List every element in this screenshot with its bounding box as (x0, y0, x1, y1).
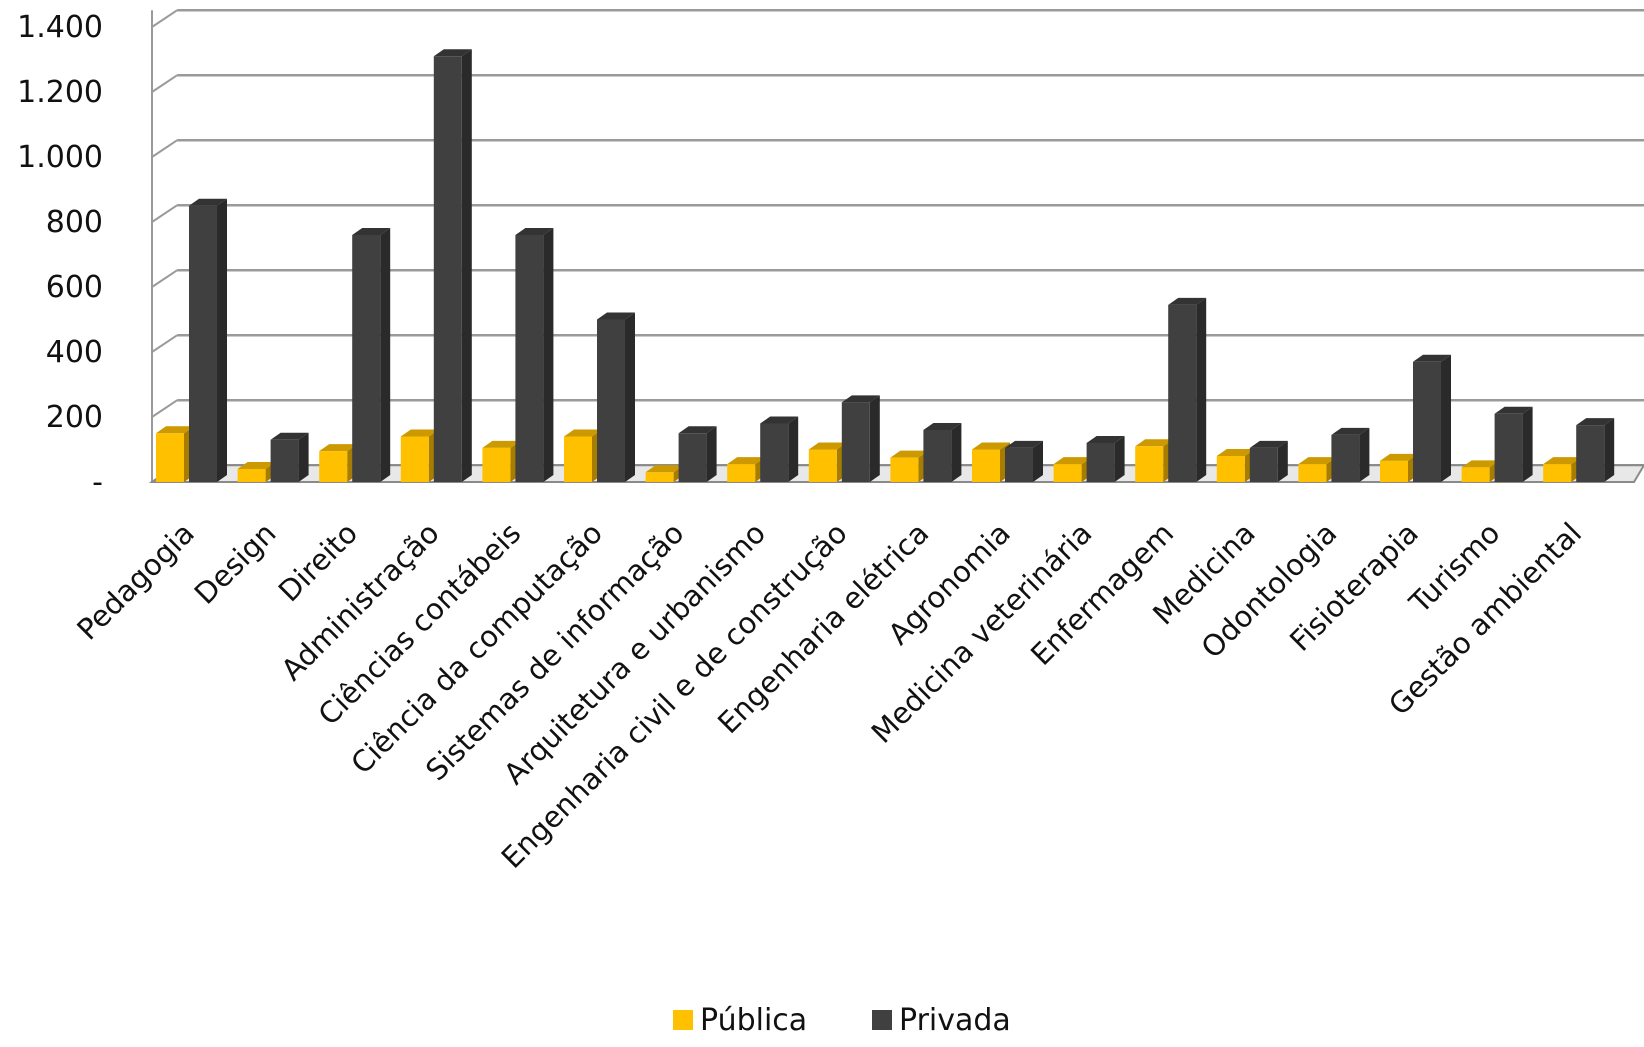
bar-publica (400, 429, 439, 482)
y-tick-label: 1.200 (17, 75, 103, 110)
y-tick-label: - (92, 465, 103, 500)
y-tick-label: 800 (46, 205, 103, 240)
x-tick-label: Pedagogia (70, 516, 201, 647)
legend-swatch-publica (673, 1010, 693, 1030)
bar-privada (1413, 354, 1451, 482)
y-tick-label: 600 (46, 270, 103, 305)
x-tick-label: Enfermagem (1024, 516, 1180, 672)
y-tick-label: 1.400 (17, 10, 103, 45)
bar-privada (841, 395, 880, 482)
legend-label-privada: Privada (899, 1003, 1011, 1038)
bar-privada (597, 312, 635, 482)
y-tick-label: 200 (46, 400, 103, 435)
gridline-depth (151, 9, 178, 28)
bar-privada (189, 198, 227, 482)
bar-privada (678, 426, 717, 482)
y-tick-label: 1.000 (17, 140, 103, 175)
y-axis: - 200 400 600 800 1.000 1.200 1.400 (17, 10, 103, 500)
bar-publica (1216, 449, 1255, 482)
bar-privada (433, 49, 472, 482)
bar-publica (1298, 457, 1337, 482)
bar-privada (1168, 297, 1207, 482)
bar-privada (1086, 436, 1125, 482)
gridline-depth (151, 399, 178, 418)
legend-label-publica: Pública (700, 1003, 807, 1038)
bar-privada (1576, 418, 1615, 482)
y-tick-label: 400 (46, 335, 103, 370)
gridline-depth (151, 139, 178, 158)
bar-publica (1380, 453, 1418, 482)
x-tick-label: Design (188, 516, 283, 611)
bar-privada (1494, 406, 1533, 482)
legend: Pública Privada (673, 1003, 1011, 1038)
bar-privada (352, 228, 391, 482)
bar-privada (270, 432, 309, 482)
bar-publica (808, 442, 847, 482)
bars (156, 49, 1615, 482)
bar-publica (727, 457, 766, 482)
bar-publica (1543, 457, 1582, 482)
bar-privada (515, 228, 554, 482)
bar-privada (1005, 440, 1043, 482)
bar-publica (1135, 439, 1174, 482)
bar-privada (1331, 427, 1370, 482)
bar-publica (1461, 460, 1500, 482)
bar-privada (1249, 440, 1288, 482)
bar-publica (890, 450, 929, 482)
bar-publica (482, 440, 521, 482)
gridline-depth (151, 204, 178, 223)
legend-swatch-privada (872, 1010, 892, 1030)
bar-publica (319, 444, 358, 482)
gridline-depth (151, 74, 178, 93)
bar-publica (156, 426, 194, 482)
x-axis: PedagogiaDesignDireitoAdministraçãoCiênc… (70, 516, 1588, 875)
bar-publica (972, 442, 1010, 482)
bar-privada (923, 423, 962, 482)
bar-publica (1053, 457, 1092, 482)
bar-privada (760, 416, 799, 482)
gridline-depth (151, 269, 178, 288)
gridline-depth (151, 334, 178, 353)
bar-publica (564, 429, 602, 482)
